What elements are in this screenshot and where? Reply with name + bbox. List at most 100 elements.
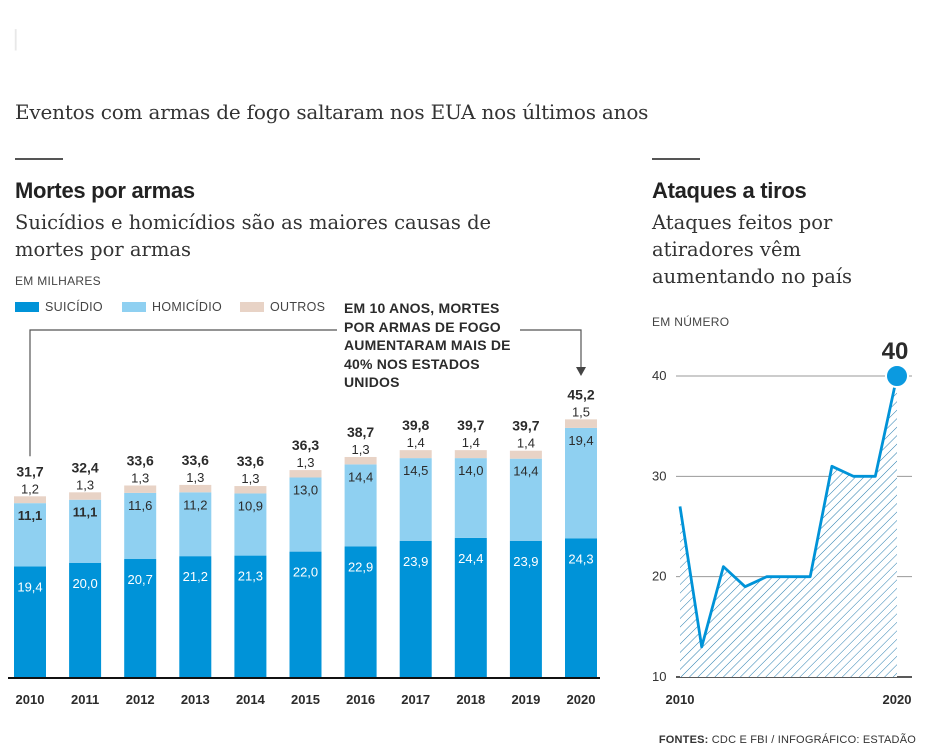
total-label-2013: 33,6 (182, 452, 209, 468)
bar-homicide-2013 (179, 492, 212, 557)
total-label-2010: 31,7 (16, 463, 43, 479)
x-tick-2016: 2016 (346, 692, 375, 707)
data-label-others-2020: 1,5 (572, 404, 590, 419)
source-label: FONTES: (658, 734, 709, 746)
bar-homicide-2015 (289, 477, 322, 552)
data-label-homicide-2015: 13,0 (293, 483, 318, 498)
data-label-others-2012: 1,3 (131, 470, 149, 485)
faded-header-remnant: ▏ (15, 30, 29, 50)
data-label-others-2018: 1,4 (462, 435, 480, 450)
data-label-suicide-2011: 20,0 (72, 576, 97, 591)
x-tick-2014: 2014 (236, 692, 266, 707)
right-chart-unit: EM NÚMERO (652, 315, 730, 329)
legend-homicide-swatch (122, 302, 146, 312)
left-chart-unit: EM MILHARES (15, 274, 101, 288)
data-label-homicide-2018: 14,0 (458, 463, 483, 478)
bar-others-2013 (179, 484, 212, 493)
x-tick-2011: 2011 (71, 692, 99, 707)
data-label-others-2013: 1,3 (186, 470, 204, 485)
source-text: CDC E FBI / INFOGRÁFICO: ESTADÃO (711, 734, 916, 746)
bar-homicide-2011 (69, 499, 102, 563)
bar-others-2012 (124, 485, 157, 493)
data-label-others-2014: 1,3 (241, 471, 259, 486)
bar-suicide-2010 (14, 566, 46, 677)
bar-suicide-2015 (289, 551, 322, 677)
bar-others-2019 (509, 450, 542, 459)
y-tick-20: 20 (652, 569, 666, 584)
bar-suicide-2018 (454, 537, 487, 677)
bar-suicide-2019 (509, 540, 542, 677)
total-label-2017: 39,8 (402, 417, 429, 433)
bar-suicide-2011 (69, 563, 102, 677)
highlight-value-label: 40 (882, 338, 909, 365)
bar-homicide-2016 (344, 464, 377, 547)
total-label-2015: 36,3 (292, 437, 319, 453)
data-label-homicide-2020: 19,4 (568, 433, 593, 448)
attacks-area-fill (680, 376, 897, 677)
data-label-suicide-2016: 22,9 (348, 559, 373, 574)
data-label-suicide-2020: 24,3 (568, 551, 593, 566)
right-chart-subtitle: Ataques feitos por atiradores vêm aument… (652, 211, 853, 288)
source-credit: FONTES: CDC E FBI / INFOGRÁFICO: ESTADÃO (659, 734, 916, 746)
total-label-2020: 45,2 (567, 386, 594, 402)
x-tick-2020: 2020 (883, 692, 912, 707)
bar-suicide-2013 (179, 556, 212, 677)
legend-others: OUTROS (240, 300, 325, 314)
bar-homicide-2019 (509, 458, 542, 541)
bar-suicide-2012 (124, 559, 157, 677)
legend-others-swatch (240, 302, 264, 312)
total-label-2014: 33,6 (237, 453, 264, 469)
data-label-homicide-2012: 11,6 (128, 498, 152, 513)
bar-homicide-2012 (124, 492, 157, 560)
y-tick-10: 10 (652, 669, 666, 684)
right-divider (652, 158, 700, 160)
annotation-arrow-icon (576, 367, 586, 376)
x-tick-2012: 2012 (126, 692, 155, 707)
x-tick-2010: 2010 (666, 692, 695, 707)
x-tick-2017: 2017 (401, 692, 430, 707)
annotation-bracket-left (29, 329, 337, 457)
x-tick-2020: 2020 (567, 692, 596, 707)
bar-others-2018 (454, 450, 487, 459)
data-label-suicide-2019: 23,9 (513, 554, 538, 569)
data-label-homicide-2013: 11,2 (183, 497, 207, 512)
x-tick-2013: 2013 (181, 692, 210, 707)
legend-homicide: HOMICÍDIO (122, 300, 222, 314)
total-label-2019: 39,7 (512, 418, 539, 434)
y-tick-30: 30 (652, 468, 666, 483)
bar-suicide-2016 (344, 546, 377, 677)
legend-suicide-label: SUICÍDIO (45, 300, 103, 314)
legend-others-label: OUTROS (270, 300, 326, 314)
total-label-2018: 39,7 (457, 417, 484, 433)
x-tick-2019: 2019 (511, 692, 540, 707)
bar-others-2017 (399, 450, 432, 459)
total-label-2011: 32,4 (71, 459, 98, 475)
data-label-suicide-2013: 21,2 (183, 569, 208, 584)
data-label-suicide-2010: 19,4 (17, 579, 42, 594)
attacks-line (678, 375, 899, 649)
bar-others-2020 (565, 419, 597, 428)
x-tick-2015: 2015 (291, 692, 320, 707)
bar-homicide-2020 (565, 427, 597, 539)
bar-suicide-2014 (234, 555, 267, 677)
data-label-homicide-2011: 11,1 (73, 505, 98, 520)
bar-homicide-2014 (234, 493, 267, 556)
bar-homicide-2017 (399, 458, 432, 541)
left-chart-subtitle: Suicídios e homicídios são as maiores ca… (15, 211, 492, 261)
data-label-homicide-2017: 14,5 (403, 463, 428, 478)
bar-others-2016 (344, 456, 377, 465)
x-tick-2018: 2018 (456, 692, 485, 707)
data-label-suicide-2014: 21,3 (238, 569, 263, 584)
data-label-others-2011: 1,3 (76, 477, 94, 492)
data-label-suicide-2012: 20,7 (128, 572, 153, 587)
bar-homicide-2018 (454, 458, 487, 538)
x-tick-2010: 2010 (16, 692, 45, 707)
page-headline: Eventos com armas de fogo saltaram nos E… (15, 100, 649, 124)
bar-others-2010 (14, 496, 46, 504)
data-label-others-2016: 1,3 (352, 442, 370, 457)
bar-others-2014 (234, 486, 267, 494)
annotation-text: EM 10 ANOS, MORTES POR ARMAS DE FOGO AUM… (344, 300, 511, 390)
bar-homicide-2010 (14, 503, 46, 567)
